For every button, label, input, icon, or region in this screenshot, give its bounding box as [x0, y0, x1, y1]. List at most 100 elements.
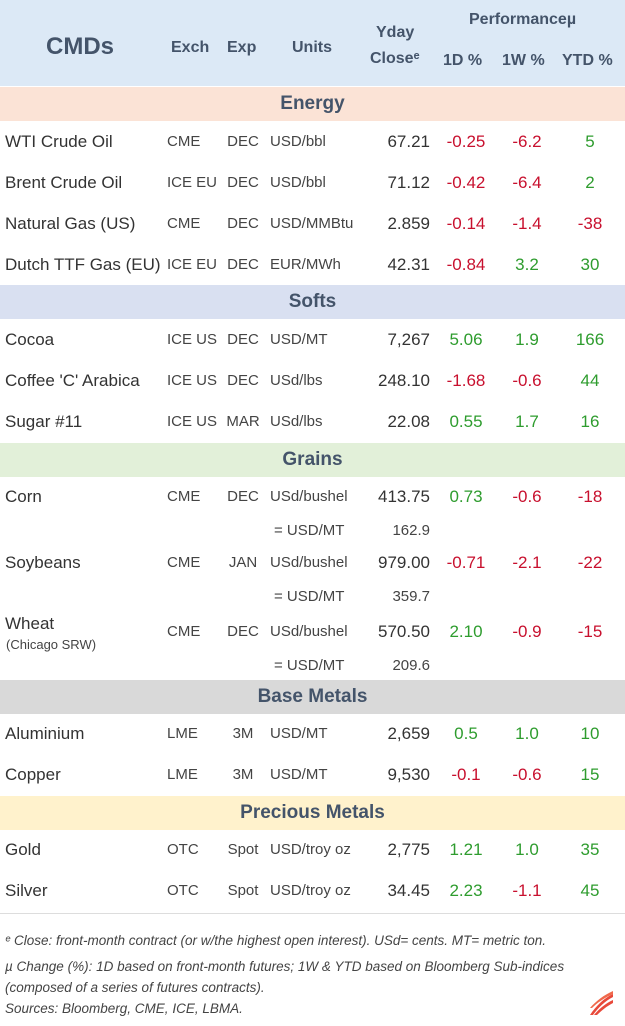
cell-d1: -0.25: [446, 132, 486, 151]
cell-close: 2,775: [387, 840, 430, 859]
cell-w1: -6.2: [512, 132, 542, 151]
performance-header: Performanceµ: [469, 11, 577, 28]
cell-close: 67.21: [387, 132, 430, 151]
cell-exp: DEC: [227, 623, 259, 640]
cell-units: USD/bbl: [270, 133, 326, 150]
cell-w1: 1.9: [515, 330, 539, 349]
cell-d1: 1.21: [449, 840, 483, 859]
cell-ytd: 45: [580, 881, 600, 900]
section-header-softs: Softs: [0, 285, 625, 319]
cell-d1: 0.5: [454, 724, 478, 743]
exch-header: Exch: [171, 39, 210, 56]
wheat-subtitle: (Chicago SRW): [6, 637, 97, 652]
cell-w1: -0.6: [512, 487, 542, 506]
brand-logo-icon: [590, 991, 613, 1015]
cell-exp: MAR: [226, 413, 260, 430]
cell-name: WTI Crude Oil: [5, 132, 113, 151]
yday-header-line1: Yday: [376, 24, 415, 41]
units-header: Units: [292, 39, 332, 56]
cell-name: Corn: [5, 487, 42, 506]
cell-ytd: -18: [577, 487, 603, 506]
cell-name: Brent Crude Oil: [5, 173, 123, 192]
cell-exp: Spot: [227, 841, 259, 858]
cell-name: Aluminium: [5, 724, 85, 743]
cell-close: 9,530: [387, 765, 430, 784]
cell-exch: CME: [167, 215, 201, 232]
cell-w1: -2.1: [512, 553, 542, 572]
cell-exp: DEC: [227, 488, 259, 505]
cell-close: 413.75: [378, 487, 430, 506]
cell-w1: -1.4: [512, 214, 542, 233]
section-header-grains: Grains: [0, 443, 625, 477]
cell-units: USD/MT: [270, 766, 328, 783]
cell-ytd: -15: [577, 622, 603, 641]
cell-name: Dutch TTF Gas (EU): [5, 255, 161, 274]
cell-name: Soybeans: [5, 553, 81, 572]
cell-exp: DEC: [227, 215, 259, 232]
cell-units: USd/lbs: [270, 372, 323, 389]
cell-w1: -6.4: [512, 173, 542, 192]
table-row: Silver OTC Spot USD/troy oz 34.45 2.23 -1.1 45: [0, 871, 625, 911]
cell-units: USd/bushel: [270, 488, 348, 505]
cell-name: Coffee 'C' Arabica: [5, 371, 140, 390]
cell-close: 71.12: [387, 173, 430, 192]
cell-w1: -0.6: [512, 765, 542, 784]
cell-ytd: -22: [577, 553, 603, 572]
cell-ytd: 2: [585, 173, 595, 192]
cell-d1: 2.10: [449, 622, 483, 641]
table-row: Aluminium LME 3M USD/MT 2,659 0.5 1.0 10: [0, 714, 625, 754]
cell-units: USd/lbs: [270, 413, 323, 430]
cell-units: USd/bushel: [270, 623, 348, 640]
d1-header: 1D %: [443, 52, 483, 69]
cell-exp: DEC: [227, 372, 259, 389]
cell-name: Natural Gas (US): [5, 214, 136, 233]
cell-exch: ICE US: [167, 413, 218, 430]
cell-d1: 5.06: [449, 330, 483, 349]
table-row: Gold OTC Spot USD/troy oz 2,775 1.21 1.0 35: [0, 830, 625, 870]
cell-exch: ICE EU: [167, 256, 218, 273]
cell-exp: Spot: [227, 882, 259, 899]
cell-exp: DEC: [227, 256, 259, 273]
conversion-row: = USD/MT 209.6: [0, 650, 625, 682]
section-header-precious-metals: Precious Metals: [0, 796, 625, 830]
cell-name: Copper: [5, 765, 61, 784]
table-row: Natural Gas (US) CME DEC USD/MMBtu 2.859 -0.1…: [0, 204, 625, 244]
cell-ytd: -38: [577, 214, 603, 233]
exp-header: Exp: [227, 39, 257, 56]
cell-exch: ICE EU: [167, 174, 218, 191]
footnote-divider: [0, 913, 625, 914]
cell-w1: 1.7: [515, 412, 539, 431]
table-row: Cocoa ICE US DEC USD/MT 7,267 5.06 1.9 166: [0, 320, 625, 360]
conversion-units: = USD/MT: [274, 588, 345, 605]
cell-exch: CME: [167, 133, 201, 150]
conversion-row: = USD/MT 162.9: [0, 515, 625, 547]
cell-close: 248.10: [378, 371, 430, 390]
cell-close: 979.00: [378, 553, 430, 572]
cell-exp: 3M: [232, 766, 254, 783]
table-row: Copper LME 3M USD/MT 9,530 -0.1 -0.6 15: [0, 755, 625, 795]
cell-exp: DEC: [227, 331, 259, 348]
table-row: Wheat CME DEC USd/bushel 570.50 2.10 -0.9 -15: [0, 612, 625, 652]
cell-exp: DEC: [227, 174, 259, 191]
cell-exch: LME: [167, 766, 198, 783]
cell-name: Sugar #11: [5, 412, 83, 431]
conversion-row: = USD/MT 359.7: [0, 581, 625, 613]
cell-units: USD/troy oz: [270, 882, 351, 899]
cell-close: 34.45: [387, 881, 430, 900]
cell-close: 2.859: [387, 214, 430, 233]
cell-units: USD/troy oz: [270, 841, 351, 858]
cell-name: Gold: [5, 840, 41, 859]
cell-exch: CME: [167, 488, 201, 505]
cell-exch: LME: [167, 725, 198, 742]
cell-exch: OTC: [167, 841, 199, 858]
cell-w1: 1.0: [515, 724, 539, 743]
conversion-close: 209.6: [392, 657, 430, 674]
cell-exch: OTC: [167, 882, 199, 899]
table-title: CMDs: [46, 33, 115, 60]
cell-d1: -1.68: [446, 371, 486, 390]
cell-exp: 3M: [232, 725, 254, 742]
cell-d1: 0.55: [449, 412, 483, 431]
cell-ytd: 10: [580, 724, 600, 743]
cell-ytd: 5: [585, 132, 595, 151]
cell-close: 42.31: [387, 255, 430, 274]
